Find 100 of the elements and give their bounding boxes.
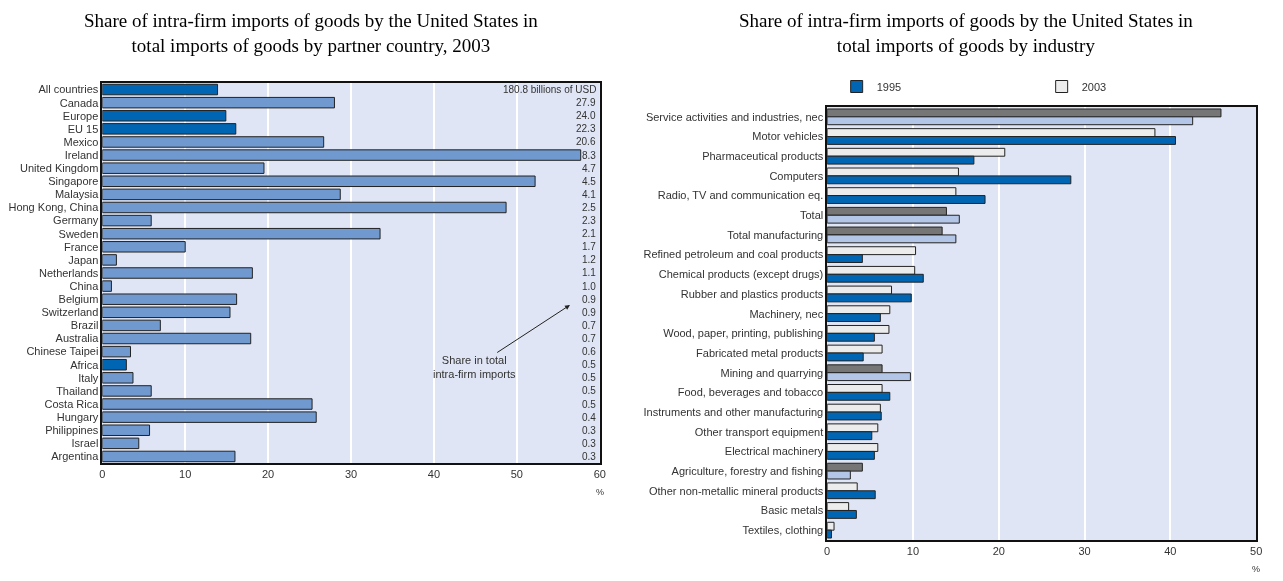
- bar: [102, 319, 161, 332]
- x-tick-label: 20: [992, 544, 1005, 557]
- x-tick-label: 0: [824, 544, 831, 557]
- annotation: 4.7: [582, 163, 597, 174]
- y-tick-label: Brazil: [70, 319, 99, 332]
- chart-title: Share of intra-firm imports of goods by the United States in total imports of goods by industry: [739, 10, 1194, 56]
- y-tick-label: Agriculture, forestry and fishing: [671, 464, 824, 477]
- x-tick-label: 50: [510, 467, 523, 480]
- y-tick-label: Netherlands: [39, 266, 99, 279]
- annotation: 4.5: [582, 176, 597, 187]
- legend-label: 2003: [1081, 80, 1107, 93]
- y-tick-label: Basic metals: [760, 504, 824, 517]
- annotation: 2.3: [582, 215, 597, 226]
- y-tick-label: Africa: [70, 358, 100, 371]
- y-tick-label: Radio, TV and communication eq.: [657, 189, 824, 202]
- x-tick-label: 50: [1250, 544, 1263, 557]
- annotation: 0.7: [582, 333, 597, 344]
- y-tick-label: Pharmaceutical products: [702, 150, 824, 163]
- annotation: 2.5: [582, 202, 597, 213]
- bar: [102, 83, 219, 96]
- annotation: 22.3: [576, 123, 596, 134]
- x-tick-label: 30: [1078, 544, 1091, 557]
- annotation: 4.1: [582, 189, 597, 200]
- annotation: 8.3: [582, 150, 597, 161]
- y-tick-label: Fabricated metal products: [696, 346, 824, 359]
- legend-label: 1995: [876, 80, 902, 93]
- x-axis-title: %: [1252, 564, 1261, 574]
- x-tick-label: 40: [1164, 544, 1177, 557]
- annotation: 0.5: [582, 372, 597, 383]
- annotation: 20.6: [576, 136, 596, 147]
- bar: [102, 332, 252, 345]
- bar: [102, 450, 236, 463]
- chart-title: Share of intra-firm imports of goods by the United States in total imports of goods by partner country, 2003: [84, 10, 539, 56]
- y-tick-label: Other transport equipment: [694, 425, 824, 438]
- y-tick-label: Japan: [68, 253, 99, 266]
- y-tick-label: Switzerland: [41, 306, 99, 319]
- x-tick-label: 20: [262, 467, 275, 480]
- annotation: 180.8 billions of USD: [503, 84, 597, 95]
- annotation: 1.2: [582, 254, 597, 265]
- y-tick-label: Chinese Taipei: [26, 345, 99, 358]
- x-tick-label: 40: [427, 467, 441, 480]
- annotation: 24.0: [576, 110, 596, 121]
- y-tick-label: Ireland: [64, 148, 99, 161]
- annotation: 1.0: [582, 281, 597, 292]
- bar: [102, 201, 507, 214]
- annotation: 0.5: [582, 385, 597, 396]
- y-tick-label: Electrical machinery: [724, 445, 824, 458]
- annotation: 0.6: [582, 346, 597, 357]
- x-tick-label: 0: [99, 467, 106, 480]
- annotation: Share in total intra-firm imports: [433, 354, 517, 381]
- y-tick-label: Thailand: [56, 384, 99, 397]
- y-tick-label: Canada: [59, 96, 100, 109]
- x-axis-title: %: [596, 487, 605, 497]
- y-tick-label: Costa Rica: [44, 397, 100, 410]
- y-tick-label: Service activities and industries, nec: [645, 110, 824, 123]
- y-tick-label: Germany: [53, 214, 99, 227]
- y-tick-label: Refined petroleum and coal products: [643, 248, 824, 261]
- y-tick-label: Hong Kong, China: [8, 201, 100, 214]
- y-tick-label: Chemical products (except drugs): [658, 268, 824, 281]
- y-tick-label: Europe: [62, 109, 99, 122]
- y-tick-label: Mexico: [63, 135, 99, 148]
- annotation: 0.7: [582, 320, 597, 331]
- annotation: 0.5: [582, 399, 597, 410]
- y-tick-label: Argentina: [51, 450, 100, 463]
- y-tick-label: Machinery, nec: [749, 307, 824, 320]
- annotation: 1.1: [582, 267, 597, 278]
- y-tick-label: Computers: [769, 169, 824, 182]
- y-tick-label: EU 15: [67, 122, 99, 135]
- y-tick-label: Australia: [55, 332, 100, 345]
- y-tick-label: Israel: [71, 437, 99, 450]
- annotation: 0.3: [582, 451, 597, 462]
- y-tick-label: China: [69, 279, 100, 292]
- annotation: 2.1: [582, 228, 597, 239]
- y-tick-label: Sweden: [58, 227, 99, 240]
- x-tick-label: 60: [593, 467, 606, 480]
- y-tick-label: Hungary: [56, 410, 99, 423]
- y-tick-label: Rubber and plastics products: [680, 287, 824, 300]
- annotation: 27.9: [576, 97, 596, 108]
- y-tick-label: Malaysia: [54, 188, 100, 201]
- y-tick-label: Wood, paper, printing, publishing: [663, 327, 824, 340]
- y-tick-label: Textiles, clothing: [742, 524, 824, 537]
- y-tick-label: Belgium: [58, 293, 99, 306]
- annotation: 0.3: [582, 425, 597, 436]
- y-tick-label: Singapore: [48, 175, 99, 188]
- y-tick-label: Instruments and other manufacturing: [643, 405, 824, 418]
- annotation: 0.4: [582, 412, 597, 423]
- y-tick-label: Total manufacturing: [727, 228, 824, 241]
- x-tick-label: 30: [344, 467, 358, 480]
- bar: [102, 214, 152, 227]
- annotation: 0.9: [582, 307, 597, 318]
- y-tick-label: Food, beverages and tobacco: [677, 386, 824, 399]
- y-tick-label: Italy: [78, 371, 99, 384]
- y-tick-label: United Kingdom: [20, 162, 99, 175]
- x-tick-label: 10: [179, 467, 192, 480]
- annotation: 0.3: [582, 438, 597, 449]
- y-tick-label: All countries: [38, 83, 99, 96]
- y-tick-label: Total: [799, 209, 824, 222]
- y-tick-label: Other non-metallic mineral products: [648, 484, 824, 497]
- annotation: 1.7: [582, 241, 597, 252]
- x-tick-label: 10: [906, 544, 920, 557]
